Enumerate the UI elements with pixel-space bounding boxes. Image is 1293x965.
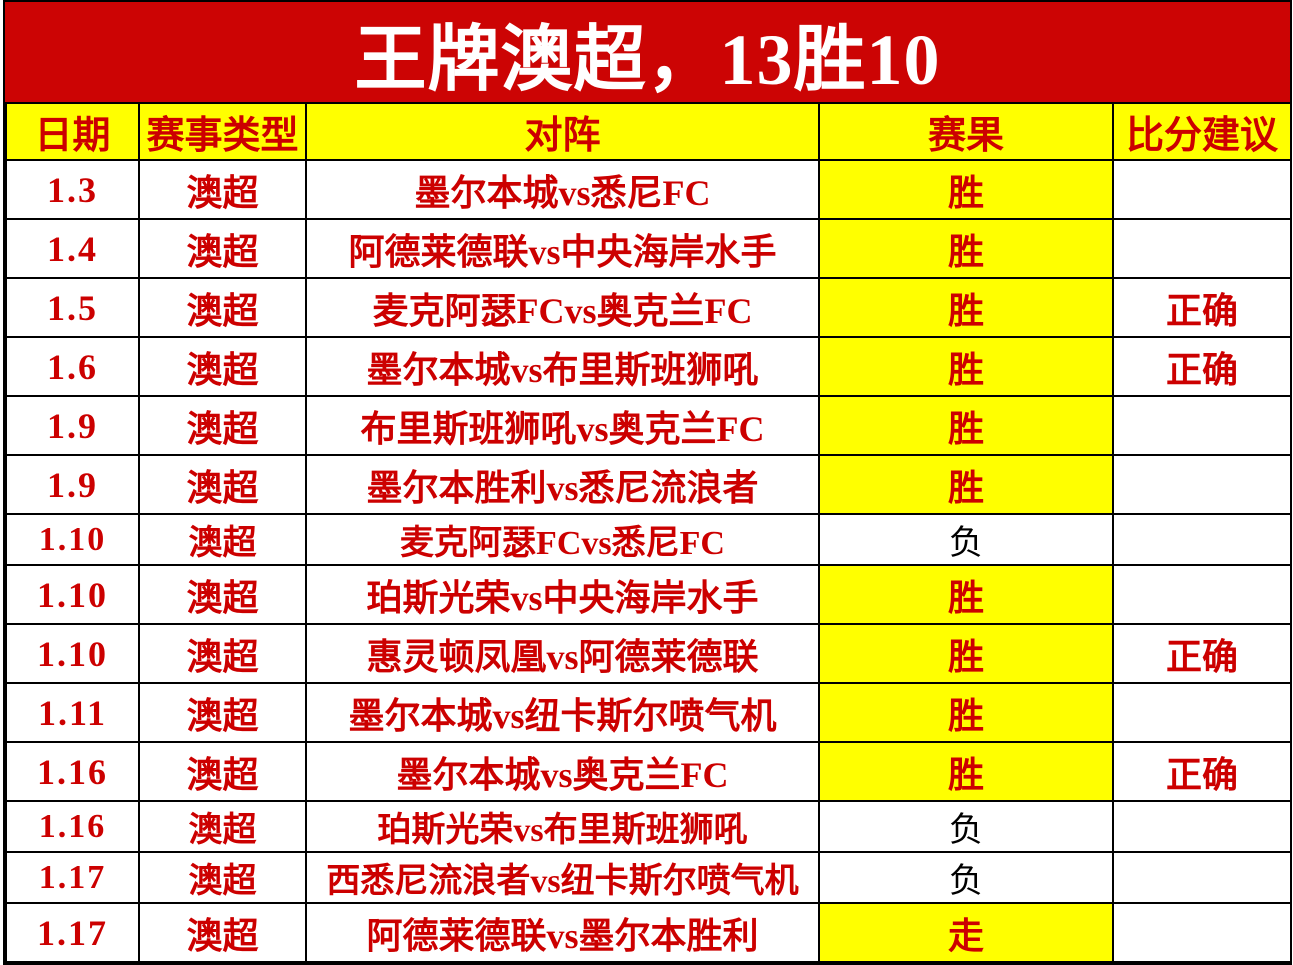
date-cell: 1.6 xyxy=(5,336,140,397)
table-row: 1.16 澳超 珀斯光荣vs布里斯班狮吼负 xyxy=(5,800,1292,853)
column-header-league: 赛事类型 xyxy=(138,102,307,161)
table-row: 1.16 澳超 墨尔本城vs奥克兰FC 胜正确 xyxy=(5,741,1292,802)
date-cell: 1.11 xyxy=(5,682,140,743)
column-header-advice: 比分建议 xyxy=(1112,102,1292,161)
league-cell: 澳超 xyxy=(138,902,307,963)
league-cell: 澳超 xyxy=(138,218,307,279)
league-cell: 澳超 xyxy=(138,851,307,904)
league-cell: 澳超 xyxy=(138,741,307,802)
column-header-date: 日期 xyxy=(5,102,140,161)
match-cell: 惠灵顿凤凰vs阿德莱德联 xyxy=(305,623,820,684)
league-cell: 澳超 xyxy=(138,454,307,515)
result-cell: 胜 xyxy=(818,741,1114,802)
advice-cell xyxy=(1112,800,1292,853)
advice-cell xyxy=(1112,682,1292,743)
match-cell: 麦克阿瑟FCvs悉尼FC xyxy=(305,513,820,566)
results-sheet: 王牌澳超，13胜10 日期 赛事类型 对阵 赛果 比分建议 1.3 澳超 墨尔本城v… xyxy=(3,0,1292,965)
match-cell: 阿德莱德联vs墨尔本胜利 xyxy=(305,902,820,963)
league-cell: 澳超 xyxy=(138,513,307,566)
advice-cell xyxy=(1112,564,1292,625)
league-cell: 澳超 xyxy=(138,800,307,853)
result-cell: 胜 xyxy=(818,159,1114,220)
advice-cell xyxy=(1112,159,1292,220)
results-table-body: 1.3 澳超 墨尔本城vs悉尼FC 胜 1.4 澳超 阿德莱德联vs中央海岸水手胜 1.5 澳超… xyxy=(5,159,1292,963)
league-cell: 澳超 xyxy=(138,682,307,743)
league-cell: 澳超 xyxy=(138,277,307,338)
match-cell: 麦克阿瑟FCvs奥克兰FC xyxy=(305,277,820,338)
table-row: 1.3 澳超 墨尔本城vs悉尼FC 胜 xyxy=(5,159,1292,220)
advice-cell: 正确 xyxy=(1112,741,1292,802)
result-cell: 走 xyxy=(818,902,1114,963)
result-cell: 胜 xyxy=(818,395,1114,456)
date-cell: 1.16 xyxy=(5,741,140,802)
result-cell: 胜 xyxy=(818,454,1114,515)
table-row: 1.10 澳超 珀斯光荣vs中央海岸水手胜 xyxy=(5,564,1292,625)
result-cell: 胜 xyxy=(818,623,1114,684)
table-row: 1.5 澳超 麦克阿瑟FCvs奥克兰FC 胜正确 xyxy=(5,277,1292,338)
result-cell: 胜 xyxy=(818,336,1114,397)
result-cell: 胜 xyxy=(818,277,1114,338)
result-cell: 负 xyxy=(818,513,1114,566)
date-cell: 1.4 xyxy=(5,218,140,279)
result-cell: 负 xyxy=(818,851,1114,904)
advice-cell xyxy=(1112,513,1292,566)
table-row: 1.11 澳超 墨尔本城vs纽卡斯尔喷气机胜 xyxy=(5,682,1292,743)
table-header: 日期 赛事类型 对阵 赛果 比分建议 xyxy=(5,102,1292,161)
advice-cell: 正确 xyxy=(1112,623,1292,684)
league-cell: 澳超 xyxy=(138,336,307,397)
header-row: 日期 赛事类型 对阵 赛果 比分建议 xyxy=(5,102,1292,161)
date-cell: 1.9 xyxy=(5,454,140,515)
advice-cell: 正确 xyxy=(1112,277,1292,338)
match-cell: 珀斯光荣vs布里斯班狮吼 xyxy=(305,800,820,853)
date-cell: 1.17 xyxy=(5,851,140,904)
match-cell: 墨尔本城vs悉尼FC xyxy=(305,159,820,220)
result-cell: 胜 xyxy=(818,564,1114,625)
advice-cell: 正确 xyxy=(1112,336,1292,397)
advice-cell xyxy=(1112,851,1292,904)
table-row: 1.17 澳超 阿德莱德联vs墨尔本胜利走 xyxy=(5,902,1292,963)
date-cell: 1.10 xyxy=(5,513,140,566)
date-cell: 1.10 xyxy=(5,564,140,625)
league-cell: 澳超 xyxy=(138,623,307,684)
match-cell: 墨尔本城vs布里斯班狮吼 xyxy=(305,336,820,397)
match-cell: 墨尔本胜利vs悉尼流浪者 xyxy=(305,454,820,515)
column-header-result: 赛果 xyxy=(818,102,1114,161)
result-cell: 负 xyxy=(818,800,1114,853)
date-cell: 1.5 xyxy=(5,277,140,338)
date-cell: 1.10 xyxy=(5,623,140,684)
date-cell: 1.9 xyxy=(5,395,140,456)
match-cell: 墨尔本城vs纽卡斯尔喷气机 xyxy=(305,682,820,743)
league-cell: 澳超 xyxy=(138,564,307,625)
table-row: 1.17 澳超 西悉尼流浪者vs纽卡斯尔喷气机负 xyxy=(5,851,1292,904)
table-row: 1.9 澳超 布里斯班狮吼vs奥克兰FC 胜 xyxy=(5,395,1292,456)
match-cell: 珀斯光荣vs中央海岸水手 xyxy=(305,564,820,625)
match-cell: 布里斯班狮吼vs奥克兰FC xyxy=(305,395,820,456)
table-row: 1.10 澳超 麦克阿瑟FCvs悉尼FC 负 xyxy=(5,513,1292,566)
date-cell: 1.17 xyxy=(5,902,140,963)
table-row: 1.10 澳超 惠灵顿凤凰vs阿德莱德联胜正确 xyxy=(5,623,1292,684)
date-cell: 1.3 xyxy=(5,159,140,220)
league-cell: 澳超 xyxy=(138,159,307,220)
match-cell: 墨尔本城vs奥克兰FC xyxy=(305,741,820,802)
advice-cell xyxy=(1112,395,1292,456)
match-cell: 阿德莱德联vs中央海岸水手 xyxy=(305,218,820,279)
table-row: 1.9 澳超 墨尔本胜利vs悉尼流浪者胜 xyxy=(5,454,1292,515)
results-table: 日期 赛事类型 对阵 赛果 比分建议 1.3 澳超 墨尔本城vs悉尼FC 胜 1.4 澳超… xyxy=(5,102,1292,963)
result-cell: 胜 xyxy=(818,682,1114,743)
page-title: 王牌澳超，13胜10 xyxy=(5,2,1290,102)
match-cell: 西悉尼流浪者vs纽卡斯尔喷气机 xyxy=(305,851,820,904)
advice-cell xyxy=(1112,902,1292,963)
advice-cell xyxy=(1112,218,1292,279)
result-cell: 胜 xyxy=(818,218,1114,279)
league-cell: 澳超 xyxy=(138,395,307,456)
table-row: 1.4 澳超 阿德莱德联vs中央海岸水手胜 xyxy=(5,218,1292,279)
table-row: 1.6 澳超 墨尔本城vs布里斯班狮吼胜正确 xyxy=(5,336,1292,397)
column-header-match: 对阵 xyxy=(305,102,820,161)
advice-cell xyxy=(1112,454,1292,515)
date-cell: 1.16 xyxy=(5,800,140,853)
